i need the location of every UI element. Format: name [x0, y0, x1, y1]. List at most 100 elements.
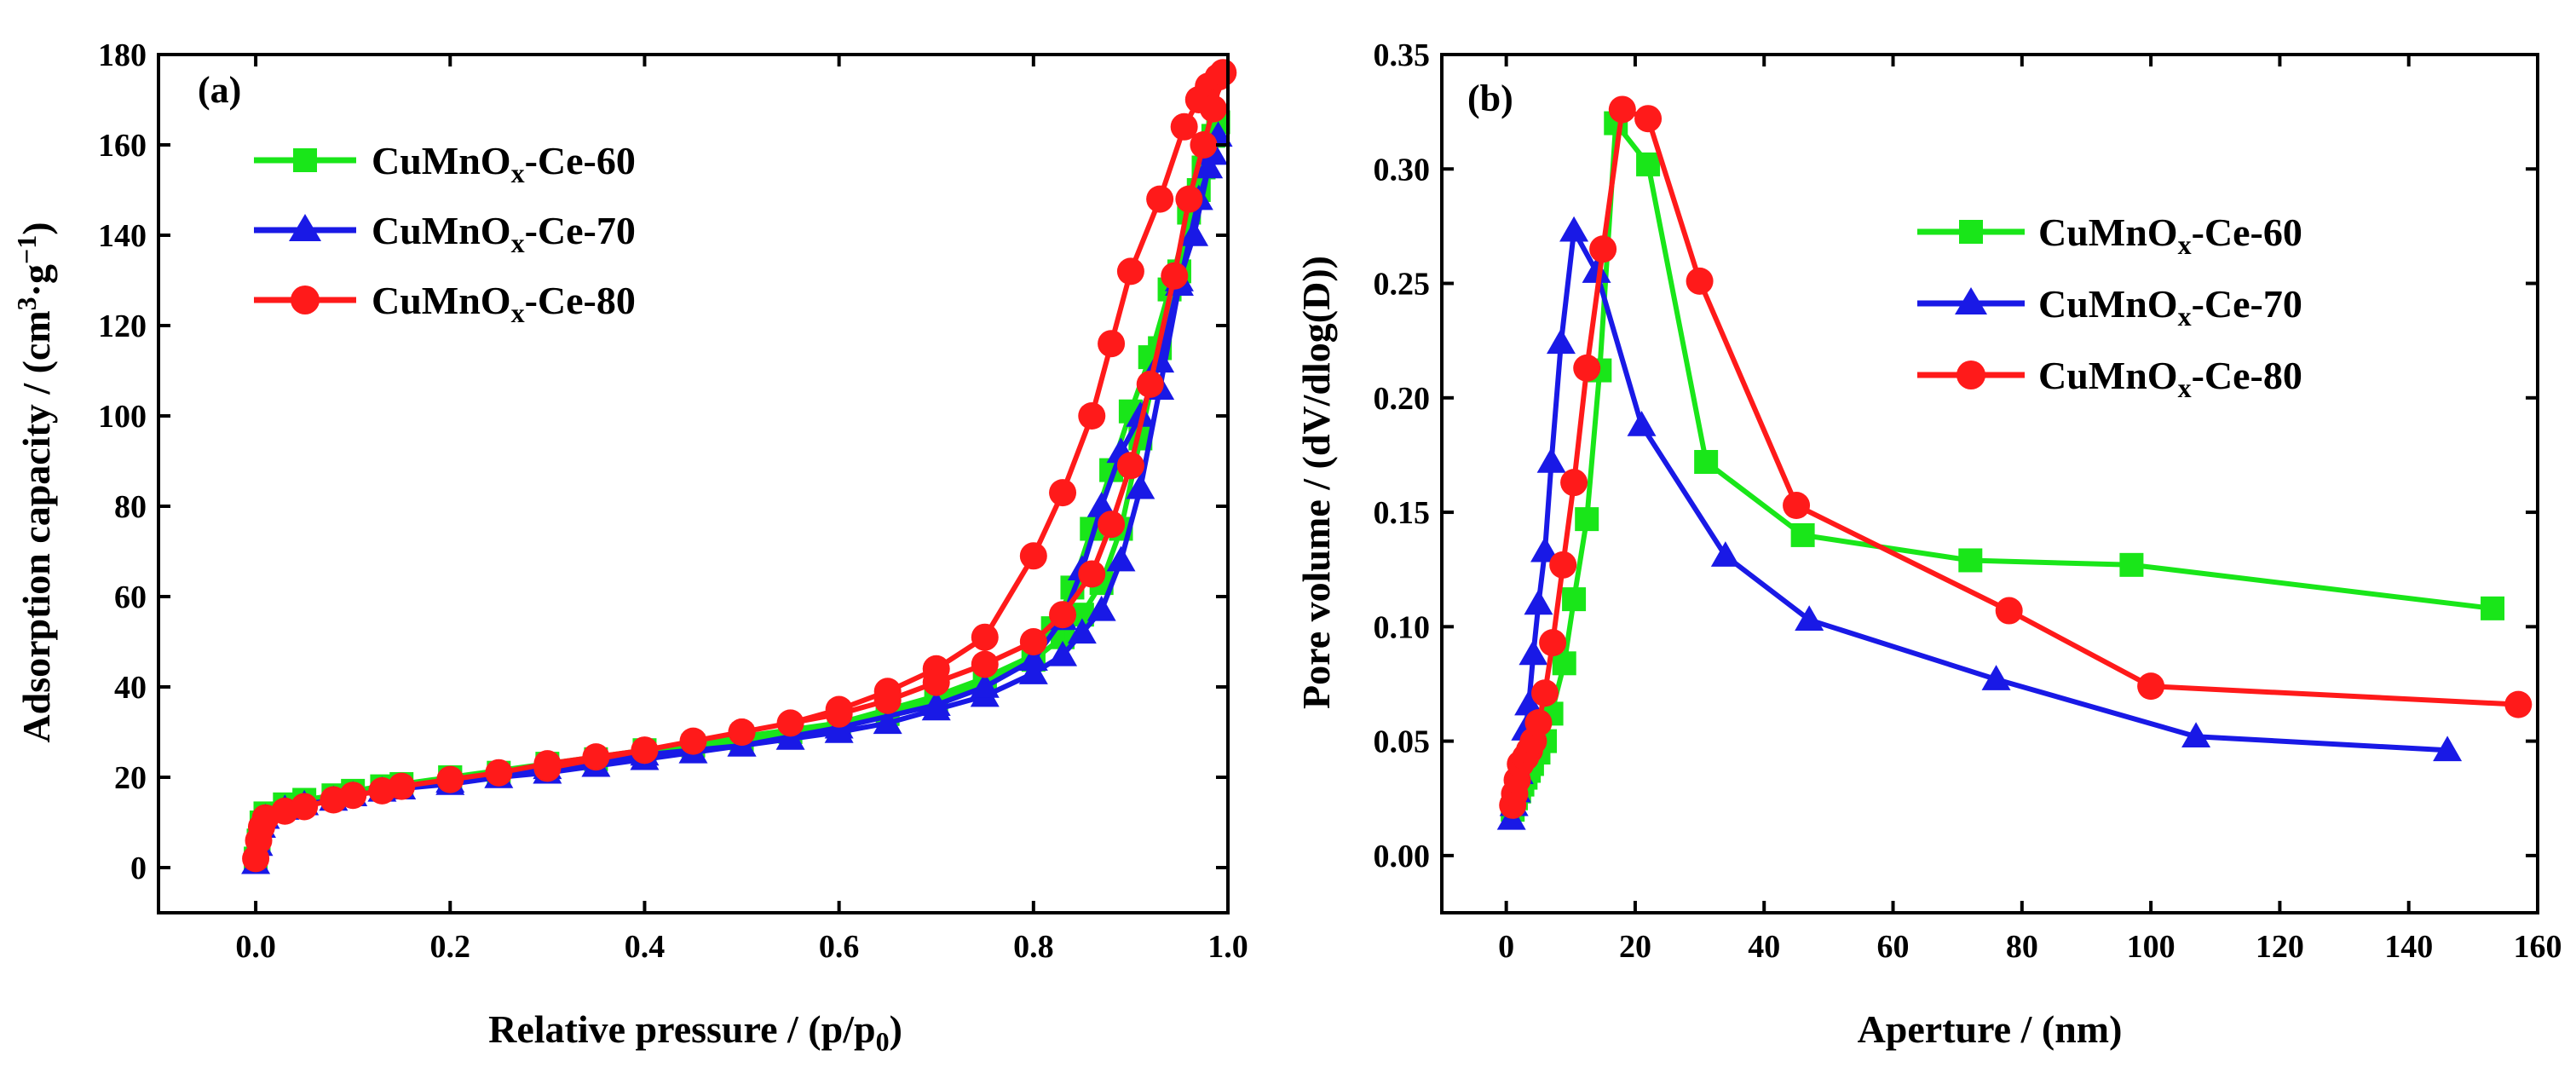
panel-b-data-point — [1795, 605, 1824, 632]
panel-b-plot-area — [1440, 53, 2539, 914]
legend-b-item-ce80: CuMnOx-Ce-80 — [1917, 354, 2302, 403]
legend-a-item-ce70: CuMnOx-Ce-70 — [254, 209, 636, 258]
panel-a-data-point — [1161, 262, 1189, 290]
panel-b-data-point — [1582, 257, 1611, 283]
panel-a-ticks: 0.0 0.2 0.4 0.6 0.8 1.0 0 20 40 60 80 100 120 140 160 1… — [98, 37, 1248, 965]
legend-a-item-ce80: CuMnOx-Ce-80 — [254, 279, 636, 328]
panel-a-data-point — [873, 686, 902, 714]
panel-b-data-point — [1694, 449, 1719, 474]
panel-a-data-point — [775, 724, 805, 750]
panel-a-data-point — [1086, 595, 1116, 621]
panel-b-x-tick-label: 60 — [1877, 929, 1910, 965]
panel-b-data-point — [2481, 596, 2505, 620]
panel-b-label: (b) — [1467, 78, 1513, 119]
panel-a-x-tick-label: 0.4 — [625, 929, 666, 965]
panel-a-plot-area — [157, 53, 1237, 914]
panel-a-y-tick-label: 100 — [98, 399, 147, 435]
panel-a-data-point — [1019, 542, 1047, 570]
panel-b-data-point — [1536, 447, 1566, 473]
panel-a-label: (a) — [198, 69, 241, 111]
panel-b-data-point — [1573, 354, 1601, 382]
panel-b-x-tick-label: 120 — [2256, 929, 2304, 965]
panel-b-y-tick-label: 0.15 — [1374, 495, 1431, 531]
panel-a-y-tick-label: 20 — [114, 760, 147, 796]
legend-b-marker-ce60 — [1959, 220, 1983, 244]
panel-b-data-point — [1981, 665, 2011, 690]
panel-a-data-point — [533, 754, 562, 782]
panel-a-data-point — [873, 708, 902, 735]
panel-a-data-point — [922, 668, 950, 696]
panel-a-data-point — [1018, 659, 1048, 684]
panel-b-y-tick-label: 0.10 — [1374, 609, 1431, 645]
panel-b-frame — [1440, 53, 2539, 914]
panel-b-x-tick-label: 100 — [2127, 929, 2175, 965]
panel-b-x-tick-label: 0 — [1498, 929, 1514, 965]
legend-a-marker-ce80 — [291, 286, 320, 314]
panel-a-data-point — [1170, 112, 1198, 141]
panel-a-y-tick-label: 140 — [98, 218, 147, 254]
panel-a-data-point — [728, 718, 756, 746]
panel-b-y-axis-title: Pore volume / (dV/dlog(D)) — [1294, 256, 1338, 709]
panel-a-data-point — [291, 793, 319, 821]
panel-a-y-tick-label: 120 — [98, 309, 147, 344]
panel-a-data-point — [1179, 221, 1209, 246]
legend-b-marker-ce80 — [1956, 361, 1985, 389]
panel-b-data-point — [2504, 690, 2533, 718]
panel-a-data-point — [1086, 492, 1116, 517]
legend-b-text-ce80: CuMnOx-Ce-80 — [2038, 354, 2302, 403]
panel-b-y-tick-label: 0.30 — [1374, 152, 1431, 187]
panel-b-x-axis-title: Aperture / (nm) — [1858, 1007, 2123, 1051]
panel-b-x-tick-label: 140 — [2384, 929, 2433, 965]
panel-b-data-point — [1531, 679, 1559, 707]
panel-a-data-point — [388, 772, 416, 800]
panel-b-data-point — [1575, 507, 1599, 532]
panel-a-data-point — [631, 736, 659, 764]
panel-a-data-point — [970, 672, 1000, 698]
panel-b-data-point — [1539, 629, 1567, 657]
panel-a-data-point — [1067, 618, 1097, 644]
panel-b-series-0 — [1501, 111, 2505, 822]
panel-a-data-point — [1175, 185, 1203, 213]
panel-a-data-point — [1116, 257, 1144, 286]
panel-a-data-point — [1078, 560, 1106, 588]
panel-b-data-point — [1546, 328, 1576, 355]
panel-a-data-point — [485, 759, 513, 787]
panel-a-data-point — [1209, 59, 1237, 87]
panel-b-x-tick-label: 40 — [1748, 929, 1780, 965]
panel-a-data-point — [1194, 153, 1224, 179]
panel-b-series-layer — [1496, 95, 2533, 830]
panel-b-data-point — [2119, 552, 2144, 577]
legend-a-text-ce80: CuMnOx-Ce-80 — [372, 279, 636, 328]
panel-b-y-tick-label: 0.05 — [1374, 724, 1431, 760]
panel-b-series-line — [1510, 120, 2493, 811]
panel-a-data-point — [971, 623, 999, 651]
panel-b-data-point — [1686, 267, 1714, 295]
panel-b-data-point — [1524, 709, 1553, 737]
legend-b-item-ce60: CuMnOx-Ce-60 — [1917, 211, 2302, 260]
panel-a-data-point — [1146, 185, 1174, 213]
panel-b-data-point — [1559, 216, 1589, 242]
panel-a-legend: CuMnOx-Ce-60 CuMnOx-Ce-70 CuMnOx-Ce-80 — [254, 139, 636, 328]
panel-a-data-point — [339, 782, 367, 810]
panel-b-data-point — [1634, 105, 1663, 133]
panel-a-isotherm-chart: 0.0 0.2 0.4 0.6 0.8 1.0 0 20 40 60 80 100 120 140 160 1… — [11, 37, 1248, 1057]
panel-b-data-point — [1524, 589, 1553, 615]
panel-a-data-point — [1018, 645, 1048, 671]
panel-b-data-point — [1530, 536, 1560, 562]
panel-a-y-tick-label: 40 — [114, 670, 147, 706]
panel-a-x-tick-label: 0.2 — [430, 929, 471, 965]
panel-a-y-axis-title: Adsorption capacity / (cm3·g−1) — [11, 222, 58, 742]
legend-a-text-ce60: CuMnOx-Ce-60 — [372, 139, 636, 188]
panel-b-data-point — [1549, 551, 1577, 579]
panel-b-data-point — [2181, 722, 2211, 747]
panel-b-data-point — [1608, 95, 1636, 124]
panel-b-data-point — [1514, 689, 1544, 716]
panel-a-data-point — [1199, 95, 1227, 123]
panel-a-x-axis-title: Relative pressure / (p/p0) — [488, 1007, 902, 1057]
panel-b-data-point — [2433, 736, 2463, 762]
panel-a-x-tick-label: 1.0 — [1207, 929, 1248, 965]
panel-b-data-point — [1519, 639, 1548, 666]
panel-a-x-tick-label: 0.8 — [1013, 929, 1054, 965]
panel-a-data-point — [582, 743, 610, 771]
